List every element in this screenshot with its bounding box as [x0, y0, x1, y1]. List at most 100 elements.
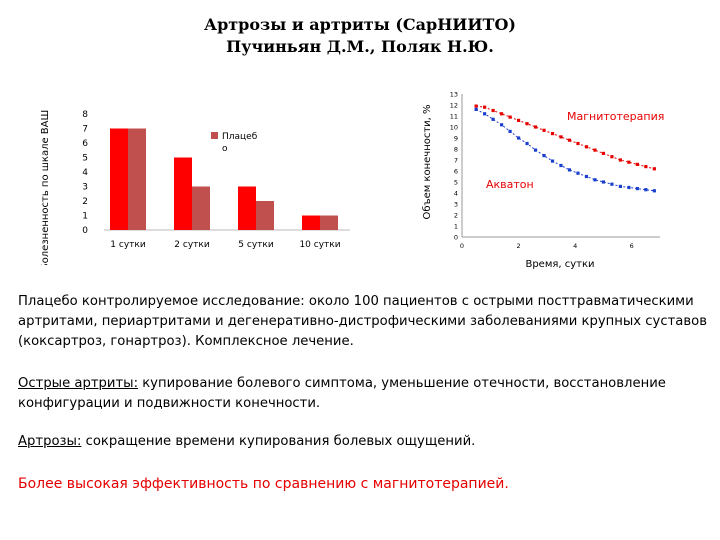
line-ytick-label: 10: [450, 124, 458, 132]
line-xtick-label: 2: [517, 242, 521, 250]
bar-category-label: 1 сутки: [110, 240, 146, 250]
bar-ytick-label: 3: [82, 183, 88, 193]
series-point: [550, 159, 555, 163]
series-point: [567, 138, 572, 142]
series-point: [542, 154, 546, 158]
series-point: [644, 165, 648, 169]
line-ytick-label: 2: [454, 212, 458, 220]
series-point: [508, 129, 512, 133]
series-label-akvaton: Акватон: [486, 178, 534, 191]
bar-ytick-label: 7: [82, 125, 88, 135]
bar-ytick-label: 6: [82, 139, 88, 149]
series-point: [533, 125, 538, 129]
series-label-magneto: Магнитотерапия: [567, 110, 664, 123]
series-point: [618, 184, 622, 188]
series-point: [567, 168, 572, 172]
series-point: [500, 123, 504, 127]
line-ytick-label: 4: [454, 190, 458, 198]
bar: [320, 215, 338, 230]
series-point: [610, 155, 614, 159]
line-ytick-label: 11: [450, 113, 458, 121]
arthrosis-label: Артрозы:: [18, 434, 82, 449]
series-point: [516, 136, 521, 140]
line-ytick-label: 9: [454, 135, 458, 143]
series-point: [593, 148, 597, 152]
series-point: [500, 112, 504, 116]
bar: [128, 128, 146, 230]
line-chart-ylabel: Объем конечности, %: [422, 104, 433, 219]
acute-text: купирование болевого симптома, уменьшени…: [18, 376, 666, 411]
series-point: [610, 182, 614, 186]
bar: [302, 215, 320, 230]
bar-ytick-label: 8: [82, 110, 88, 120]
line-xtick-label: 0: [460, 242, 464, 250]
line-chart-xlabel: Время, сутки: [525, 259, 594, 270]
bar-category-label: 10 сутки: [299, 240, 340, 250]
line-ytick-label: 5: [454, 179, 458, 187]
title-line-2: Пучиньян Д.М., Поляк Н.Ю.: [226, 37, 494, 56]
acute-label: Острые артриты:: [18, 376, 139, 391]
series-point: [491, 108, 495, 113]
bar-ytick-label: 4: [82, 168, 88, 178]
series-point: [618, 158, 622, 162]
bar: [256, 201, 274, 230]
line-ytick-label: 12: [450, 102, 458, 110]
bar-chart: Болезненность по шкале ВАШ 0 1 2 3 4 5 6 7 8 1 с…: [40, 110, 350, 265]
paragraph-study: Плацебо контролируемое исследование: око…: [18, 294, 707, 349]
series-point: [483, 112, 487, 116]
bar: [110, 128, 128, 230]
line-ytick-label: 13: [450, 91, 458, 99]
series-point: [576, 141, 580, 146]
series-point: [635, 187, 639, 191]
legend-label-line2: о: [222, 144, 228, 154]
series-point: [576, 171, 580, 175]
legend-swatch: [211, 132, 218, 139]
series-point: [533, 148, 538, 152]
line-ytick-label: 3: [454, 201, 458, 209]
legend-label-line1: Плацеб: [222, 132, 258, 142]
series-point: [635, 162, 639, 166]
line-ytick-label: 8: [454, 146, 458, 154]
bar: [174, 157, 192, 230]
line-ytick-label: 1: [454, 223, 458, 231]
bar-ylabel-line1: Болезненность по шкале ВАШ: [40, 110, 51, 265]
bar-ytick-label: 1: [82, 212, 88, 222]
series-point: [525, 122, 529, 126]
series-point: [652, 167, 656, 171]
bar-ytick-label: 5: [82, 154, 88, 164]
series-point: [491, 117, 495, 121]
series-point: [483, 105, 487, 109]
series-point: [474, 107, 478, 111]
series-point: [525, 141, 529, 146]
bar-ytick-label: 0: [82, 226, 88, 236]
series-point: [593, 178, 597, 182]
arthrosis-text: сокращение времени купирования болевых о…: [81, 434, 476, 449]
series-point: [652, 189, 656, 193]
series-point: [508, 115, 512, 119]
series-point: [584, 174, 589, 179]
title-line-1: Артрозы и артриты (СарНИИТО): [204, 15, 516, 34]
bar: [192, 186, 210, 230]
bar-chart-ylabel: Болезненность по шкале ВАШ: [40, 110, 51, 265]
series-point: [516, 118, 521, 122]
series-point: [584, 145, 589, 149]
line-ytick-label: 6: [454, 168, 458, 176]
series-point: [627, 185, 631, 190]
bar-category-label: 2 сутки: [174, 240, 210, 250]
series-line: [475, 108, 655, 192]
series-point: [644, 188, 648, 192]
line-ytick-label: 7: [454, 157, 458, 165]
series-point: [542, 128, 546, 132]
series-point: [627, 160, 631, 164]
line-xtick-label: 6: [630, 242, 634, 250]
series-point: [550, 132, 555, 136]
series-point: [601, 151, 606, 155]
line-ytick-label: 0: [454, 234, 458, 242]
series-point: [559, 135, 563, 139]
conclusion: Более высокая эффективность по сравнению…: [18, 476, 509, 492]
series-point: [601, 180, 606, 184]
slide-title: Артрозы и артриты (СарНИИТО) Пучиньян Д.…: [0, 14, 720, 58]
bar-ytick-label: 2: [82, 197, 88, 207]
bar-category-label: 5 сутки: [238, 240, 274, 250]
